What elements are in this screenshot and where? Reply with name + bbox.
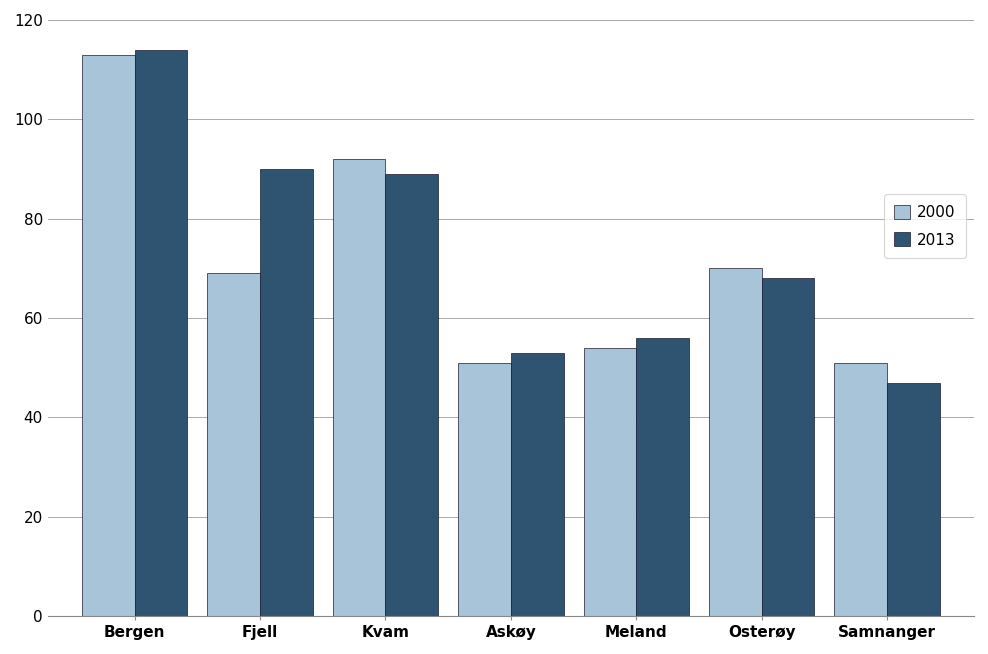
Bar — [887, 383, 940, 616]
Bar — [82, 55, 134, 616]
Bar — [134, 50, 188, 616]
Bar — [458, 363, 511, 616]
Bar — [207, 273, 260, 616]
Bar — [636, 338, 689, 616]
Bar — [385, 174, 438, 616]
Bar — [260, 169, 313, 616]
Legend: 2000, 2013: 2000, 2013 — [883, 194, 966, 258]
Bar — [511, 353, 563, 616]
Bar — [584, 348, 636, 616]
Bar — [709, 268, 762, 616]
Bar — [333, 159, 385, 616]
Bar — [835, 363, 887, 616]
Bar — [762, 278, 814, 616]
